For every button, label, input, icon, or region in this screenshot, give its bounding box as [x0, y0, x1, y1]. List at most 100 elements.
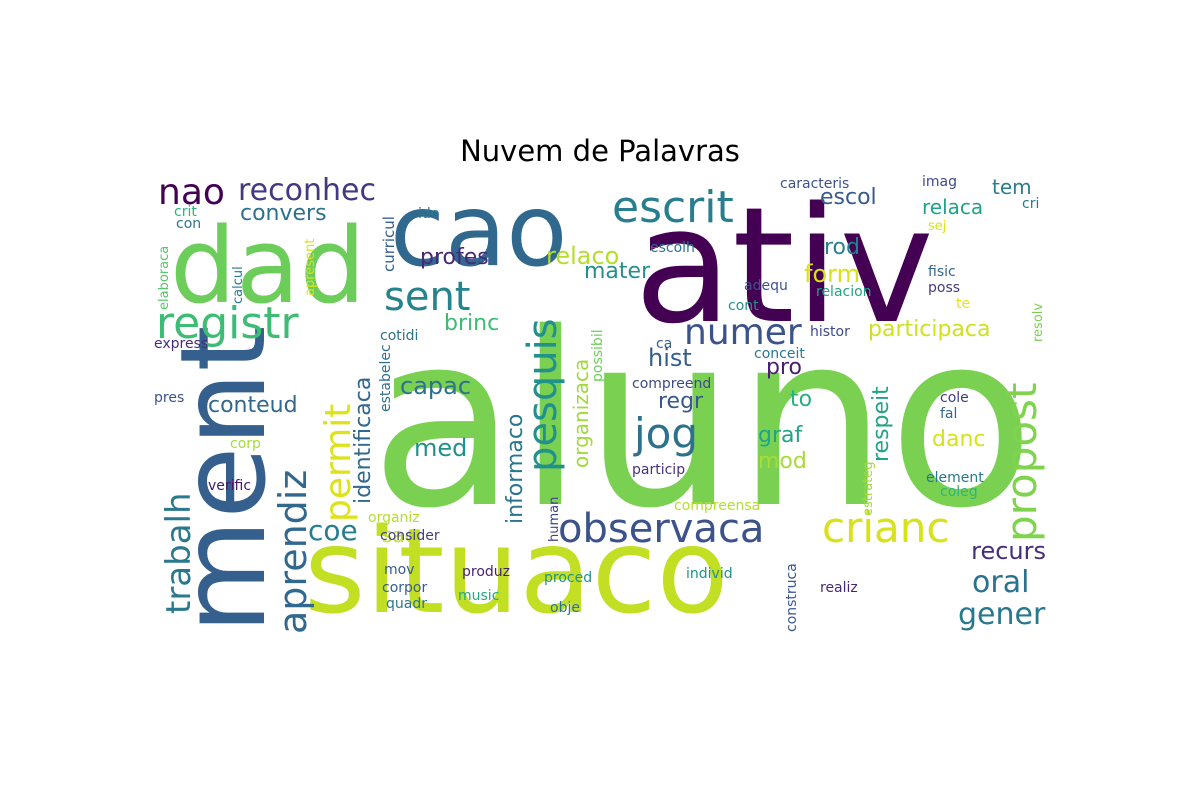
word-con: con [176, 216, 201, 232]
word-ca: ca [656, 336, 672, 352]
word-verific: verific [208, 478, 251, 494]
word-imag: imag [922, 174, 957, 190]
word-estrateg: estrateg [861, 461, 876, 516]
word-element: element [926, 470, 984, 486]
word-crit: crit [174, 204, 197, 220]
word-fisic: fisic [928, 264, 956, 280]
word-reconhec: reconhec [238, 173, 376, 208]
word-numer: numer [684, 312, 802, 353]
word-te: te [956, 296, 970, 312]
word-rod: rod [824, 235, 860, 260]
word-cri: cri [1022, 196, 1039, 212]
word-gener: gener [958, 597, 1046, 632]
word-fal: fal [940, 406, 957, 422]
word-participaca: participaca [868, 317, 990, 342]
word-curricul: curricul [380, 216, 398, 272]
word-pres: pres [154, 390, 184, 406]
word-mod: mod [758, 449, 807, 474]
word-capac: capac [400, 372, 471, 400]
word-danc: danc [932, 427, 986, 452]
word-compreend: compreend [632, 376, 711, 392]
word-respeit: respeit [869, 386, 894, 462]
word-form: form [804, 260, 860, 288]
word-construca: construca [784, 563, 800, 632]
word-permit: permit [318, 404, 359, 522]
word-corp: corp [230, 436, 261, 452]
chart-title: Nuvem de Palavras [460, 134, 740, 168]
word-cotidi: cotidi [380, 328, 418, 344]
word-estabelec: estabelec [378, 344, 394, 412]
word-dad: dad [170, 205, 366, 327]
word-caracteris: caracteris [780, 176, 849, 192]
word-human: human [547, 497, 562, 542]
word-brinc: brinc [444, 311, 499, 336]
word-pesquis: pesquis [520, 318, 566, 472]
word-particip: particip [632, 462, 685, 478]
word-to: to [790, 387, 812, 412]
word-sej: sej [928, 219, 946, 234]
word-express: express [154, 336, 208, 352]
word-cont: cont [728, 298, 759, 314]
word-nao: nao [158, 172, 225, 213]
word-resolv: resolv [1031, 303, 1046, 342]
word-ment: ment [154, 325, 292, 634]
word-mater: mater [584, 259, 651, 284]
word-calcul: calcul [231, 266, 246, 304]
word-identificaca: identificaca [351, 377, 376, 504]
word-coe: coe [308, 514, 358, 547]
word-relaco: relaco [546, 242, 619, 270]
word-aprendiz: aprendiz [271, 470, 315, 634]
word-ativ: ativ [634, 172, 934, 359]
word-escrit: escrit [612, 182, 734, 233]
word-cole: cole [940, 390, 969, 406]
word-tem: tem [992, 175, 1032, 199]
word-sao: sao [382, 523, 417, 547]
word-regr: regr [658, 389, 704, 414]
word-profes: profes [420, 245, 489, 270]
word-escol: escol [820, 185, 877, 210]
word-histor: histor [810, 324, 850, 340]
word-conceit: conceit [754, 346, 805, 362]
word-graf: graf [758, 423, 803, 448]
word-jog: jog [633, 409, 698, 458]
word-apresent: apresent [303, 239, 318, 296]
word-trabalh: trabalh [159, 492, 199, 614]
word-escolh: escolh [650, 240, 695, 256]
word-realiz: realiz [820, 580, 858, 596]
word-situaco: situaco [304, 502, 729, 640]
word-relaca: relaca [922, 195, 983, 219]
word-cao: cao [390, 172, 567, 289]
word-produz: produz [462, 564, 510, 580]
word-conteud: conteud [208, 393, 298, 418]
word-coleg: coleg [940, 484, 978, 500]
word-crianc: crianc [822, 503, 949, 552]
word-elaboraca: elaboraca [157, 246, 172, 310]
word-corpor: corpor [382, 580, 427, 596]
word-obje: obje [550, 600, 580, 616]
word-adequ: adequ [744, 278, 788, 294]
word-poss: poss [928, 280, 960, 296]
word-quadr: quadr [386, 596, 427, 612]
word-ide: ide [418, 206, 439, 222]
word-observaca: observaca [558, 506, 764, 552]
word-organiz: organiz [368, 510, 420, 526]
word-propost: propost [997, 383, 1046, 542]
word-informaco: informaco [503, 414, 528, 524]
word-med: med [414, 434, 467, 462]
word-organizaca: organizaca [569, 359, 593, 468]
word-individ: individ [686, 566, 733, 582]
word-proced: proced [544, 570, 592, 586]
word-oral: oral [972, 565, 1029, 600]
word-recurs: recurs [971, 537, 1046, 565]
word-compreensa: compreensa [674, 498, 760, 514]
word-possibil: possibil [590, 329, 606, 382]
word-consider: consider [380, 528, 440, 544]
word-sent: sent [384, 274, 470, 320]
word-hist: hist [648, 344, 692, 372]
word-pro: pro [766, 355, 802, 380]
word-relacion: relacion [816, 284, 872, 300]
word-aluno: aluno [370, 281, 1035, 561]
word-mov: mov [384, 562, 415, 578]
word-convers: convers [240, 201, 327, 226]
